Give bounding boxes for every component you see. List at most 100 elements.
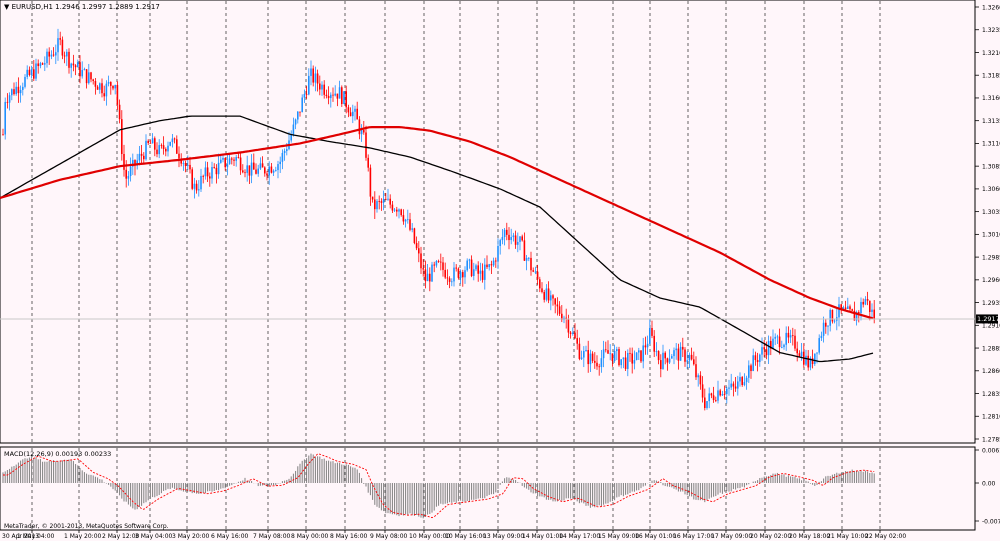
candle-body bbox=[310, 68, 312, 76]
time-tick-label: 16 May 01:00 bbox=[635, 533, 676, 540]
candle-body bbox=[849, 306, 851, 310]
candle-body bbox=[4, 101, 6, 135]
candle-body bbox=[776, 336, 779, 338]
moving-average-slow bbox=[0, 125, 874, 320]
price-panel-frame bbox=[0, 0, 976, 444]
candle-body bbox=[352, 111, 354, 117]
symbol-arrow-icon: ▼ bbox=[4, 3, 12, 11]
candle-body bbox=[627, 353, 629, 369]
candle-body bbox=[301, 97, 303, 113]
candle-body bbox=[750, 365, 752, 372]
candle-body bbox=[264, 167, 266, 174]
candle-body bbox=[728, 387, 730, 389]
candle-body bbox=[105, 83, 108, 97]
candle-body bbox=[640, 350, 642, 362]
candle-body bbox=[162, 145, 165, 149]
candle-body bbox=[664, 352, 666, 359]
candle-body bbox=[869, 300, 871, 312]
candle-body bbox=[468, 259, 471, 261]
candle-body bbox=[814, 353, 816, 365]
candle-body bbox=[695, 364, 697, 378]
candle-body bbox=[402, 215, 405, 222]
price-tick-label: 1.2960 bbox=[982, 277, 1000, 284]
candle-body bbox=[660, 360, 662, 370]
candle-body bbox=[160, 145, 163, 146]
candle-body bbox=[847, 306, 849, 309]
candle-body bbox=[334, 93, 336, 96]
price-tick-label: 1.3235 bbox=[982, 27, 1000, 34]
price-tick-label: 1.2935 bbox=[982, 300, 1000, 307]
candle-body bbox=[222, 157, 224, 160]
candle-body bbox=[275, 170, 277, 171]
candle-body bbox=[55, 52, 57, 56]
candle-body bbox=[398, 209, 400, 212]
candle-body bbox=[257, 168, 259, 174]
candle-body bbox=[825, 322, 827, 327]
candle-body bbox=[796, 348, 798, 354]
candle-body bbox=[270, 166, 273, 173]
time-tick-label: 6 May 16:00 bbox=[211, 533, 249, 540]
candle-body bbox=[400, 209, 402, 216]
candle-body bbox=[407, 219, 409, 221]
time-tick-label: 22 May 02:00 bbox=[865, 533, 906, 540]
candle-body bbox=[541, 288, 543, 293]
candle-body bbox=[473, 269, 475, 276]
candle-body bbox=[253, 162, 255, 170]
candle-body bbox=[781, 347, 783, 348]
price-tick-label: 1.3210 bbox=[982, 50, 1000, 57]
candle-body bbox=[607, 350, 609, 354]
candle-body bbox=[246, 165, 248, 173]
candle-body bbox=[420, 253, 422, 269]
candle-body bbox=[195, 183, 198, 191]
candle-body bbox=[286, 149, 288, 152]
candle-body bbox=[809, 358, 812, 368]
candle-body bbox=[226, 164, 229, 168]
candle-body bbox=[662, 352, 664, 370]
candle-body bbox=[66, 51, 68, 57]
macd-histogram bbox=[2, 453, 875, 519]
candle-body bbox=[620, 359, 622, 366]
candle-body bbox=[462, 272, 464, 278]
candle-body bbox=[785, 332, 787, 345]
time-tick-label: 20 May 02:00 bbox=[750, 533, 791, 540]
candle-body bbox=[644, 345, 647, 348]
candle-body bbox=[512, 235, 515, 238]
candle-body bbox=[182, 163, 185, 164]
candle-body bbox=[844, 307, 847, 309]
candle-body bbox=[292, 124, 295, 135]
candle-body bbox=[299, 111, 301, 113]
candle-body bbox=[204, 167, 207, 177]
candle-body bbox=[272, 170, 275, 173]
price-tick-label: 1.3260 bbox=[982, 4, 1000, 11]
candle-body bbox=[46, 51, 48, 64]
candle-body bbox=[679, 346, 682, 361]
candle-body bbox=[103, 93, 105, 97]
candle-body bbox=[112, 85, 114, 89]
candle-body bbox=[741, 377, 743, 386]
price-tick-label: 1.3085 bbox=[982, 163, 1000, 170]
candle-body bbox=[552, 295, 554, 299]
candle-body bbox=[24, 76, 26, 87]
candle-body bbox=[8, 95, 11, 103]
time-tick-label: 21 May 10:00 bbox=[827, 533, 868, 540]
candle-body bbox=[600, 358, 603, 368]
candle-body bbox=[763, 347, 765, 350]
time-tick-label: 20 May 18:00 bbox=[789, 533, 830, 540]
candle-body bbox=[171, 138, 174, 142]
candle-body bbox=[314, 73, 317, 83]
candle-body bbox=[332, 94, 334, 96]
candle-body bbox=[349, 112, 352, 117]
candle-body bbox=[708, 393, 710, 402]
candle-body bbox=[116, 84, 119, 105]
candle-body bbox=[737, 381, 739, 389]
candle-body bbox=[279, 161, 281, 165]
candle-body bbox=[688, 354, 691, 361]
candle-body bbox=[506, 229, 508, 235]
candle-body bbox=[41, 63, 44, 65]
time-tick-label: 8 May 00:00 bbox=[291, 533, 329, 540]
candle-body bbox=[734, 386, 737, 389]
price-tick-label: 1.2785 bbox=[982, 436, 1000, 443]
candle-body bbox=[451, 281, 453, 283]
